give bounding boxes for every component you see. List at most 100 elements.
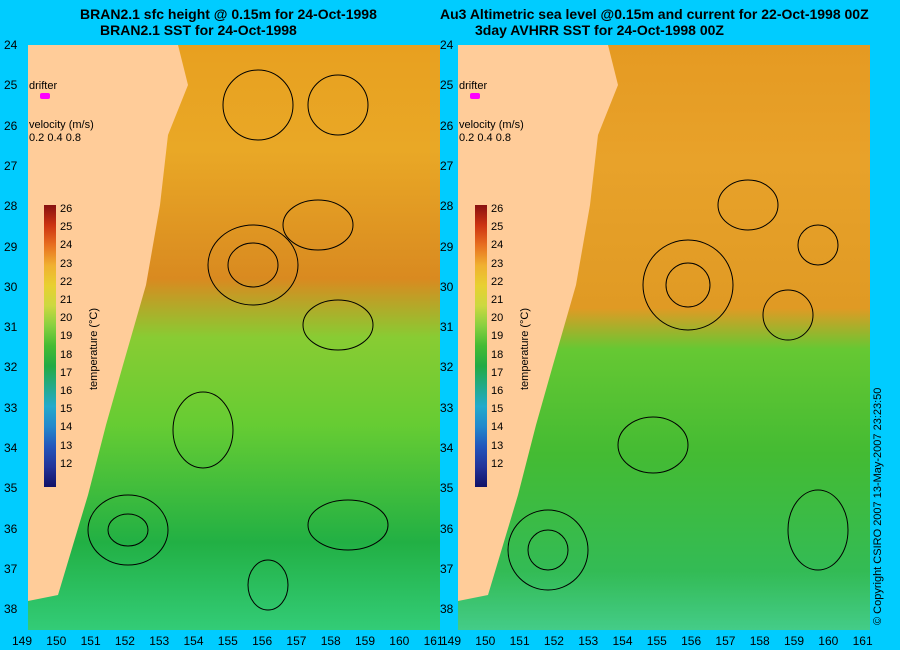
colorbar-tick-label: 21 [60, 294, 73, 306]
lat-tick-label: 33 [4, 400, 18, 415]
copyright-text: © Copyright CSIRO 2007 13-May-2007 23:23… [872, 387, 884, 625]
lat-tick-label: 34 [440, 441, 454, 455]
lat-tick-label: 31 [440, 320, 454, 335]
lat-tick-label: 24 [4, 38, 18, 52]
left-eddy-contour [222, 69, 294, 141]
lon-tick-label: 157 [286, 634, 307, 648]
colorbar-tick-label: 25 [60, 221, 73, 234]
right-eddy-contour [787, 489, 849, 571]
lat-tick-label: 27 [440, 158, 454, 173]
right-eddy-contour [797, 224, 839, 266]
left-eddy-contour [172, 391, 234, 469]
right-colorbar [475, 205, 487, 487]
lon-tick-label: 153 [578, 634, 599, 648]
lat-tick-label: 38 [440, 602, 454, 617]
colorbar-tick-label: 24 [60, 239, 73, 252]
colorbar-tick-label: 16 [60, 385, 73, 397]
lon-tick-label: 159 [355, 634, 376, 648]
lon-tick-label: 154 [612, 634, 633, 648]
right-velocity-title: velocity (m/s) [459, 119, 524, 131]
colorbar-tick-label: 12 [60, 457, 73, 470]
lon-tick-label: 153 [149, 634, 170, 648]
left-eddy-contour [87, 494, 169, 566]
colorbar-tick-label: 26 [60, 203, 73, 215]
lat-tick-label: 26 [440, 118, 454, 133]
lon-tick-label: 150 [475, 634, 496, 648]
colorbar-tick-label: 24 [491, 239, 504, 252]
lat-tick-label: 25 [440, 78, 454, 93]
colorbar-tick-label: 20 [491, 312, 504, 325]
colorbar-tick-label: 17 [491, 366, 504, 379]
lat-tick-label: 33 [440, 400, 454, 415]
right-title-line1: Au3 Altimetric sea level @0.15m and curr… [440, 6, 869, 22]
colorbar-tick-label: 25 [491, 221, 504, 234]
lat-tick-label: 29 [4, 239, 18, 254]
lon-tick-label: 151 [80, 634, 101, 648]
left-eddy-contour [247, 559, 289, 611]
right-eddy-contour [762, 289, 814, 341]
left-map-panel [28, 45, 440, 630]
left-colorbar [44, 205, 56, 487]
colorbar-tick-label: 22 [60, 275, 73, 288]
left-eddy-contour [307, 499, 389, 551]
lon-tick-label: 152 [543, 634, 564, 648]
left-eddy-contour [207, 224, 299, 306]
lat-tick-label: 37 [4, 561, 18, 576]
left-drifter-label: drifter [29, 80, 58, 92]
lon-tick-label: 157 [715, 634, 736, 648]
lat-tick-label: 32 [440, 360, 454, 375]
colorbar-tick-label: 19 [60, 330, 73, 343]
lon-tick-label: 155 [217, 634, 238, 648]
colorbar-tick-label: 13 [491, 439, 504, 452]
right-eddy-contour [527, 529, 569, 571]
left-temperature-label: temperature (°C) [88, 307, 100, 390]
right-map-svg [458, 45, 870, 630]
colorbar-tick-label: 18 [60, 348, 73, 361]
lat-tick-label: 26 [4, 118, 18, 133]
lat-tick-label: 34 [4, 441, 18, 455]
colorbar-tick-label: 16 [491, 385, 504, 397]
lon-tick-label: 156 [681, 634, 702, 648]
left-eddy-contour [282, 199, 354, 251]
colorbar-tick-label: 22 [491, 275, 504, 288]
left-land [28, 45, 188, 601]
right-map-panel [458, 45, 870, 630]
left-drifter-marker [40, 93, 50, 99]
lon-tick-label: 161 [852, 634, 873, 648]
left-velocity-scale: 0.2 0.4 0.8 [29, 132, 81, 144]
lat-tick-label: 37 [440, 561, 454, 576]
lat-tick-label: 35 [4, 481, 18, 496]
left-map-svg [28, 45, 440, 630]
colorbar-tick-label: 23 [60, 257, 73, 270]
left-velocity-title: velocity (m/s) [29, 119, 94, 131]
left-title-line1: BRAN2.1 sfc height @ 0.15m for 24-Oct-19… [80, 6, 377, 22]
lat-tick-label: 24 [440, 38, 454, 52]
lat-tick-label: 28 [4, 199, 18, 214]
lat-tick-label: 29 [440, 239, 454, 254]
right-eddy-contour [717, 179, 779, 231]
colorbar-tick-label: 19 [491, 330, 504, 343]
lat-tick-label: 38 [4, 602, 18, 617]
lat-tick-label: 27 [4, 158, 18, 173]
left-eddy-contour [302, 299, 374, 351]
right-eddy-contour [665, 262, 711, 308]
lon-tick-label: 149 [12, 634, 33, 648]
right-velocity-scale: 0.2 0.4 0.8 [459, 132, 511, 144]
colorbar-tick-label: 18 [491, 348, 504, 361]
colorbar-tick-label: 21 [491, 294, 504, 306]
left-eddy-contour [307, 74, 369, 136]
lat-tick-label: 30 [440, 279, 454, 294]
lon-tick-label: 156 [252, 634, 273, 648]
lon-tick-label: 160 [818, 634, 839, 648]
right-drifter-label: drifter [459, 80, 488, 92]
right-temperature-label: temperature (°C) [519, 307, 531, 390]
colorbar-tick-label: 14 [491, 421, 504, 434]
colorbar-tick-label: 13 [60, 439, 73, 452]
lat-tick-label: 30 [4, 279, 18, 294]
lat-tick-label: 36 [4, 521, 18, 536]
right-land [458, 45, 618, 601]
right-title-line2: 3day AVHRR SST for 24-Oct-1998 00Z [475, 22, 724, 38]
colorbar-tick-label: 14 [60, 421, 73, 434]
lon-tick-label: 151 [509, 634, 530, 648]
right-eddy-contour [507, 509, 589, 591]
